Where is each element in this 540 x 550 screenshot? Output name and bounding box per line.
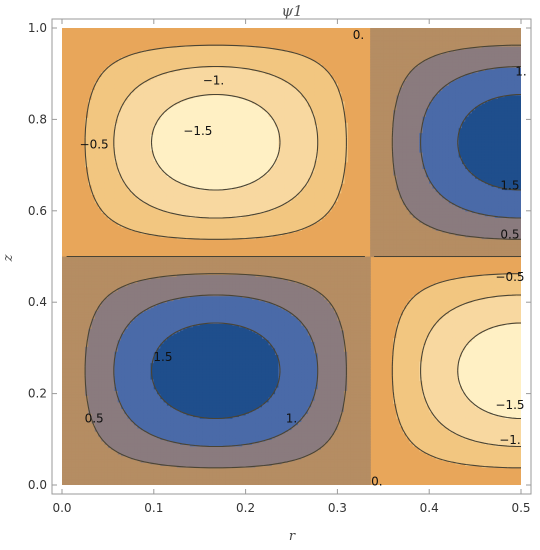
chart-title: ψ1 — [281, 2, 302, 20]
